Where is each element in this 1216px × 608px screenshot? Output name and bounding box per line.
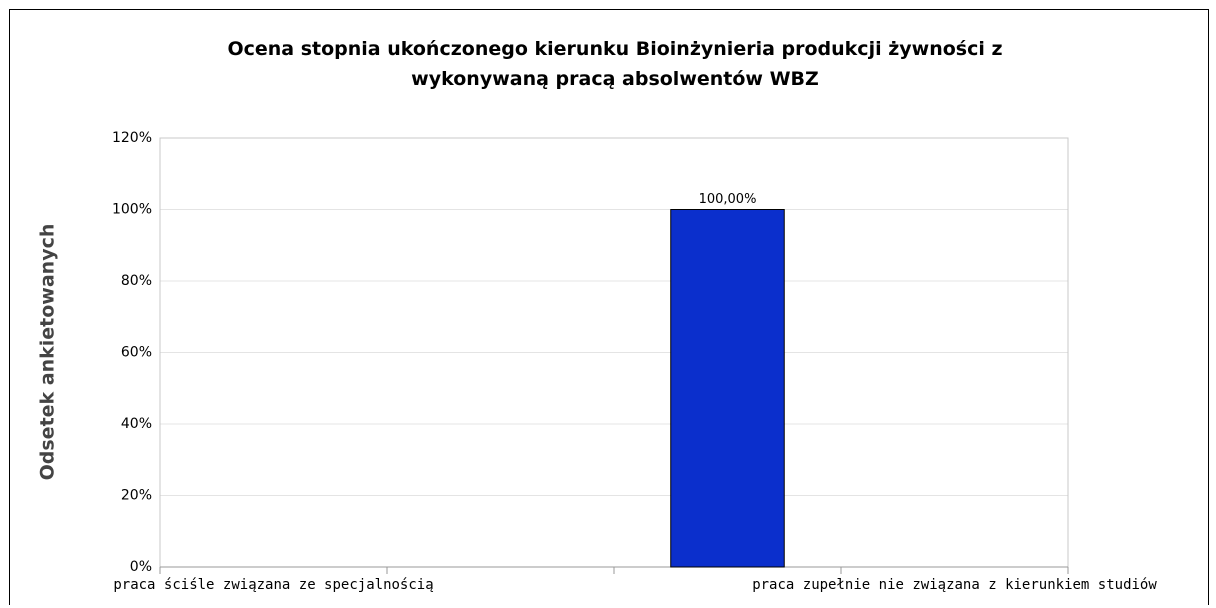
y-tick-label: 40% bbox=[121, 416, 152, 432]
y-tick-label: 120% bbox=[112, 130, 152, 146]
x-tick-label: praca ściśle związana ze specjalnością bbox=[113, 577, 433, 593]
y-tick-label: 100% bbox=[112, 202, 152, 218]
bar bbox=[670, 209, 785, 568]
y-axis-label: Odsetek ankietowanych bbox=[37, 224, 59, 481]
value-label: 100,00% bbox=[699, 192, 757, 207]
y-tick-label: 20% bbox=[121, 488, 152, 504]
chart-title: Ocena stopnia ukończonego kierunku Bioin… bbox=[227, 38, 1003, 90]
frame bbox=[9, 9, 1209, 605]
y-tick-label: 60% bbox=[121, 345, 152, 361]
y-tick-label: 80% bbox=[121, 273, 152, 289]
x-tick-label: praca zupełnie nie związana z kierunkiem… bbox=[752, 577, 1157, 593]
y-tick-label: 0% bbox=[130, 559, 152, 575]
